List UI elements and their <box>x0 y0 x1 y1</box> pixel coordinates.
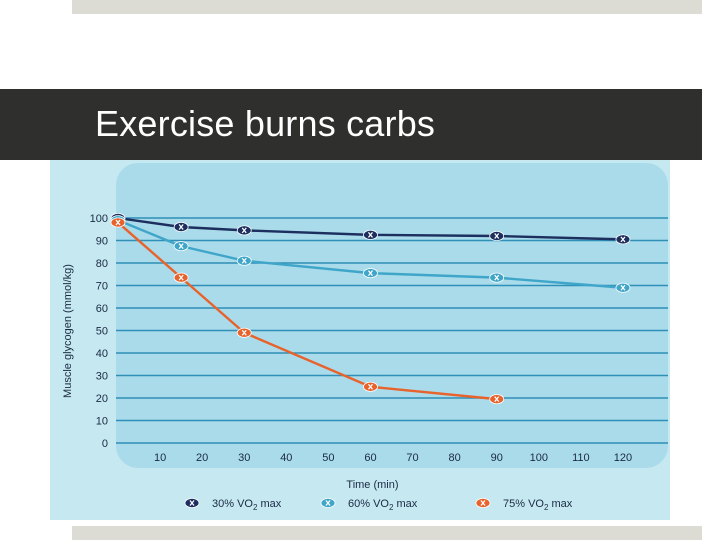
glycogen-line-chart: 0 10 20 30 40 50 60 70 80 90 100 10 20 30 40 50 60 70 80 9… <box>50 160 670 520</box>
x-axis-title: Time (min) <box>346 479 398 491</box>
grid-lines <box>116 217 668 444</box>
data-point-marker <box>489 394 505 405</box>
y-tick-label: 90 <box>96 236 108 248</box>
legend-label-main: 60% VO <box>348 498 389 510</box>
title-band <box>0 89 702 160</box>
legend-label: 30% VO2 max <box>212 498 282 512</box>
series-lines <box>110 213 631 405</box>
y-tick-label: 10 <box>96 416 108 428</box>
data-point-marker <box>236 327 252 338</box>
marker-cross <box>178 274 184 281</box>
y-axis-title: Muscle glycogen (mmol/kg) <box>62 264 74 398</box>
legend-label-subscript: 2 <box>253 503 258 512</box>
y-tick-label: 60 <box>96 303 108 315</box>
legend-item-1: 30% VO2 max <box>184 498 282 512</box>
x-tick-label: 60 <box>364 452 376 464</box>
marker-cross <box>494 396 500 403</box>
legend-item-2: 60% VO2 max <box>320 498 418 512</box>
marker-cross <box>620 236 626 243</box>
marker-cross <box>620 284 626 291</box>
legend-label: 60% VO2 max <box>348 498 418 512</box>
data-point-marker <box>320 498 336 508</box>
marker-cross <box>115 219 121 226</box>
y-tick-label: 80 <box>96 258 108 270</box>
y-tick-label: 100 <box>90 213 108 225</box>
legend-label-main: 75% VO <box>503 498 544 510</box>
y-tick-label: 50 <box>96 326 108 338</box>
x-tick-labels: 10 20 30 40 50 60 70 80 90 100 110 120 <box>154 452 632 464</box>
x-tick-label: 40 <box>280 452 292 464</box>
legend-label: 75% VO2 max <box>503 498 573 512</box>
data-point-marker <box>173 222 189 232</box>
top-decor-bar <box>72 0 702 14</box>
y-tick-label: 40 <box>96 348 108 360</box>
y-tick-label: 30 <box>96 371 108 383</box>
legend-item-3: 75% VO2 max <box>475 498 573 512</box>
x-tick-label: 100 <box>530 452 548 464</box>
data-point-marker <box>615 282 631 293</box>
x-tick-label: 110 <box>572 452 590 464</box>
data-point-marker <box>615 234 631 245</box>
series-line-1 <box>117 216 623 241</box>
x-tick-label: 120 <box>614 452 632 464</box>
marker-cross <box>241 227 247 234</box>
data-point-marker <box>475 498 491 508</box>
marker-cross <box>494 233 500 239</box>
data-point-marker <box>236 255 252 266</box>
legend-label-main: 30% VO <box>212 498 253 510</box>
x-tick-label: 50 <box>322 452 334 464</box>
legend-label-subscript: 2 <box>544 503 549 512</box>
x-tick-label: 70 <box>406 452 418 464</box>
data-point-marker <box>363 229 378 240</box>
y-tick-label: 20 <box>96 393 108 405</box>
y-tick-label: 0 <box>102 438 108 450</box>
data-point-marker <box>489 272 505 283</box>
marker-cross <box>367 383 373 390</box>
x-tick-label: 10 <box>154 452 166 464</box>
legend-label-suffix: max <box>548 498 572 510</box>
marker-cross <box>367 270 373 277</box>
plot-area <box>116 163 668 468</box>
marker-cross <box>178 224 184 230</box>
data-point-marker <box>110 217 126 228</box>
bottom-decor-bar <box>72 526 702 540</box>
data-point-marker <box>173 241 189 252</box>
x-tick-label: 90 <box>491 452 503 464</box>
marker-cross <box>480 500 486 506</box>
x-tick-label: 80 <box>449 452 461 464</box>
legend-label-subscript: 2 <box>389 503 394 512</box>
x-tick-label: 20 <box>196 452 208 464</box>
data-point-marker <box>363 381 378 392</box>
legend: 30% VO2 max 60% VO2 max 75% VO2 max <box>184 498 573 512</box>
marker-cross <box>367 231 373 238</box>
y-tick-label: 70 <box>96 281 108 293</box>
marker-cross <box>178 243 184 250</box>
x-tick-label: 30 <box>238 452 250 464</box>
marker-cross <box>189 500 195 506</box>
slide-title: Exercise burns carbs <box>95 103 436 144</box>
data-point-marker <box>363 268 378 279</box>
data-point-marker <box>236 225 252 236</box>
marker-cross <box>325 500 331 506</box>
series-line-2 <box>117 219 624 289</box>
legend-label-suffix: max <box>257 498 281 510</box>
y-tick-labels: 0 10 20 30 40 50 60 70 80 90 100 <box>90 213 108 450</box>
marker-cross <box>494 274 500 281</box>
marker-cross <box>241 257 247 264</box>
data-point-marker <box>489 231 505 241</box>
data-point-marker <box>173 272 189 283</box>
data-point-marker <box>184 498 200 508</box>
marker-cross <box>241 329 247 336</box>
legend-label-suffix: max <box>393 498 417 510</box>
